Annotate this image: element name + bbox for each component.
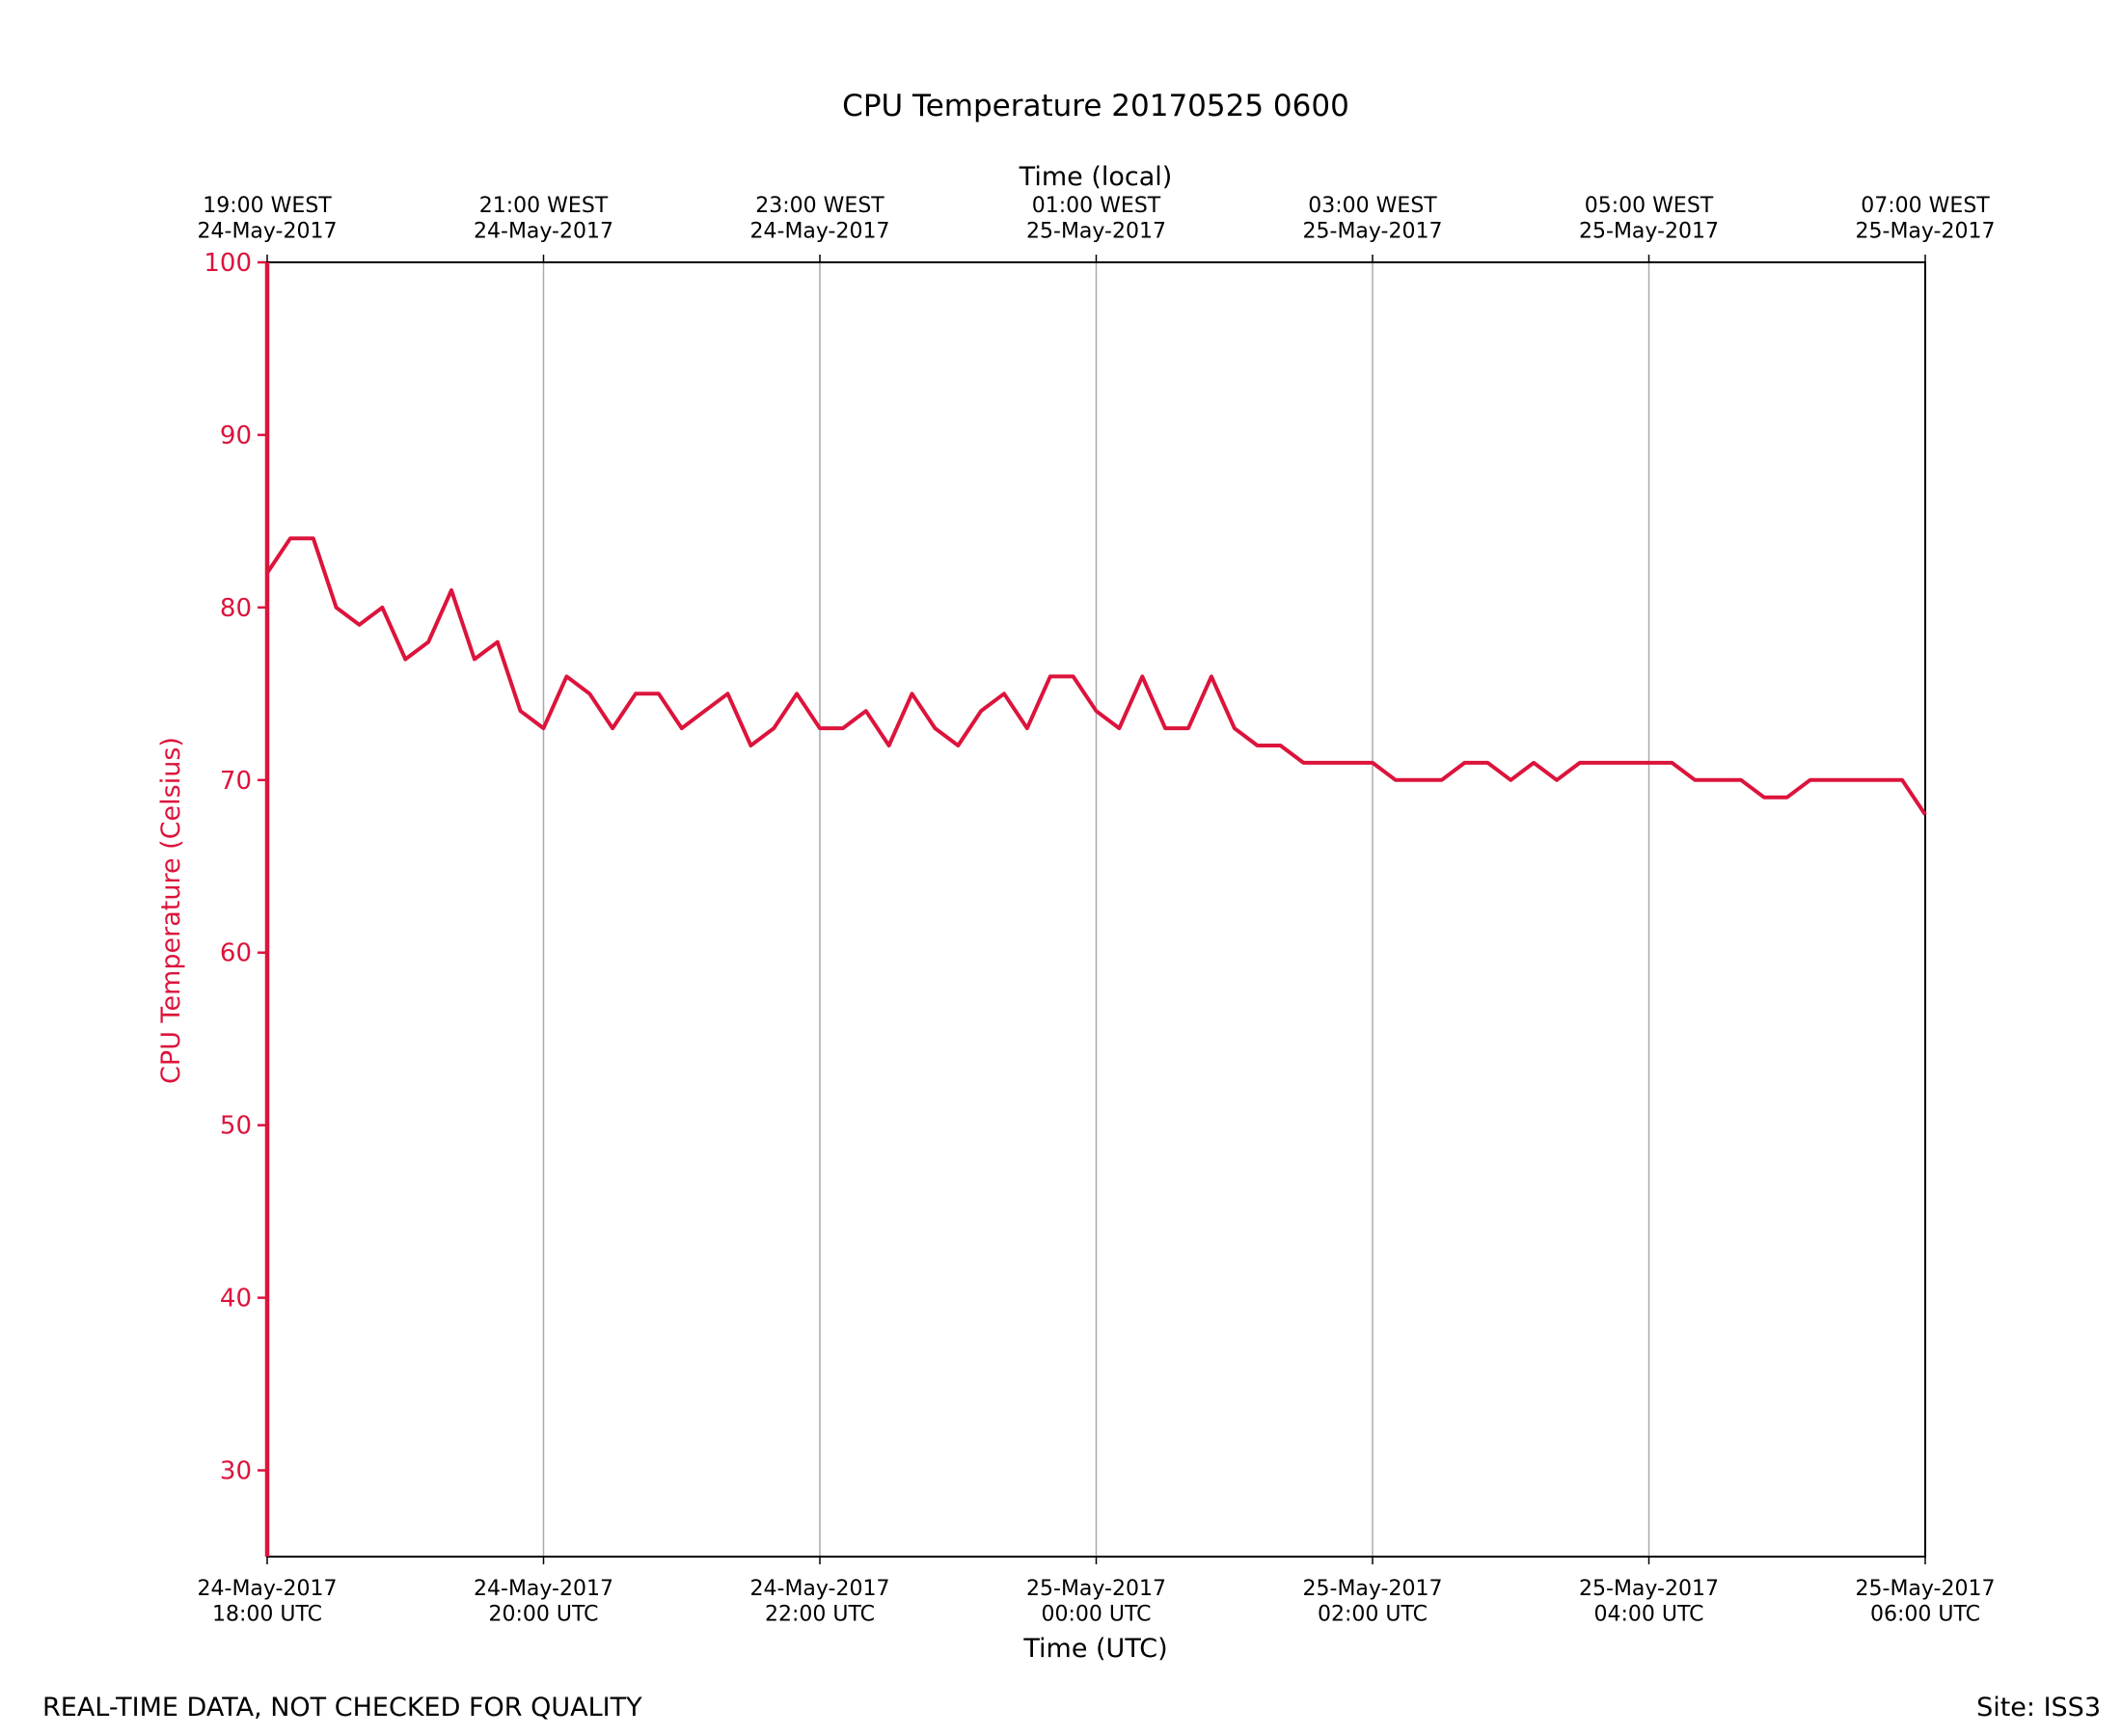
y-axis-label: CPU Temperature (Celsius) — [156, 737, 186, 1084]
x-axis-label: Time (UTC) — [1022, 1634, 1167, 1664]
y-tick-label: 80 — [220, 594, 252, 623]
site-label: Site: ISS3 — [1976, 1693, 2101, 1722]
top-tick-label: 01:00 WEST 25-May-2017 — [1026, 194, 1166, 243]
top-tick-label: 21:00 WEST 24-May-2017 — [474, 194, 613, 243]
x-tick-label: 24-May-2017 18:00 UTC — [198, 1577, 338, 1626]
top-tick-label: 23:00 WEST 24-May-2017 — [750, 194, 890, 243]
top-tick-label: 19:00 WEST 24-May-2017 — [198, 194, 338, 243]
x-tick-label: 24-May-2017 20:00 UTC — [474, 1577, 613, 1626]
x-tick-label: 25-May-2017 02:00 UTC — [1303, 1577, 1443, 1626]
x-tick-label: 24-May-2017 22:00 UTC — [750, 1577, 890, 1626]
temperature-line — [265, 536, 1927, 816]
x-tick-label: 25-May-2017 04:00 UTC — [1579, 1577, 1719, 1626]
y-tick-label: 90 — [220, 421, 252, 450]
x-tick-label: 25-May-2017 06:00 UTC — [1856, 1577, 1996, 1626]
footer-note: REAL-TIME DATA, NOT CHECKED FOR QUALITY — [42, 1693, 642, 1722]
chart-title: CPU Temperature 20170525 0600 — [842, 89, 1349, 123]
y-tick-label: 100 — [204, 249, 252, 278]
x-tick-label: 25-May-2017 00:00 UTC — [1026, 1577, 1166, 1626]
top-tick-label: 05:00 WEST 25-May-2017 — [1579, 194, 1719, 243]
y-tick-label: 50 — [220, 1112, 252, 1141]
y-tick-label: 60 — [220, 939, 252, 968]
y-tick-label: 70 — [220, 767, 252, 796]
top-axis-label: Time (local) — [1019, 162, 1173, 192]
top-tick-label: 03:00 WEST 25-May-2017 — [1303, 194, 1443, 243]
y-tick-label: 30 — [220, 1457, 252, 1486]
top-tick-label: 07:00 WEST 25-May-2017 — [1856, 194, 1996, 243]
y-tick-label: 40 — [220, 1285, 252, 1314]
